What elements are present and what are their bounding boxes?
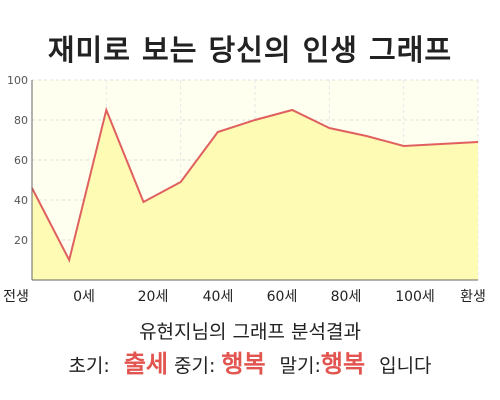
x-tick-label: 80세 — [331, 289, 362, 305]
page-title: 재미로 보는 당신의 인생 그래프 — [47, 33, 453, 67]
late-value: 행복 — [320, 350, 366, 378]
x-tick-label: 60세 — [267, 289, 298, 305]
early-value: 출세 — [123, 350, 168, 378]
x-tick-label: 전생 — [3, 289, 29, 305]
y-tick-label: 40 — [14, 194, 28, 207]
middle-label: 중기: — [174, 355, 216, 377]
x-tick-label: 환생 — [460, 289, 486, 305]
x-tick-label: 100세 — [395, 289, 435, 305]
suffix-text: 입니다 — [379, 355, 432, 377]
y-tick-label: 60 — [14, 154, 28, 167]
y-tick-label: 100 — [7, 74, 28, 87]
area-fill — [32, 110, 478, 280]
y-tick-label: 80 — [14, 114, 28, 127]
series-line — [31, 106, 479, 263]
x-tick-label: 40세 — [203, 289, 234, 305]
analysis-result: 초기: 출세 중기: 행복 말기:행복 입니다 — [0, 349, 500, 381]
y-tick-labels: 20 40 60 80 100 — [7, 74, 28, 247]
early-label: 초기: — [68, 355, 110, 377]
analysis-title: 유현지님의 그래프 분석결과 — [139, 321, 361, 343]
y-tick-label: 20 — [14, 234, 28, 247]
x-tick-labels: 전생 0세 20세 40세 60세 80세 100세 환생 — [3, 289, 486, 305]
middle-value: 행복 — [221, 350, 266, 378]
x-tick-label: 0세 — [73, 289, 95, 305]
x-tick-label: 20세 — [138, 289, 169, 305]
late-label: 말기: — [279, 355, 321, 377]
